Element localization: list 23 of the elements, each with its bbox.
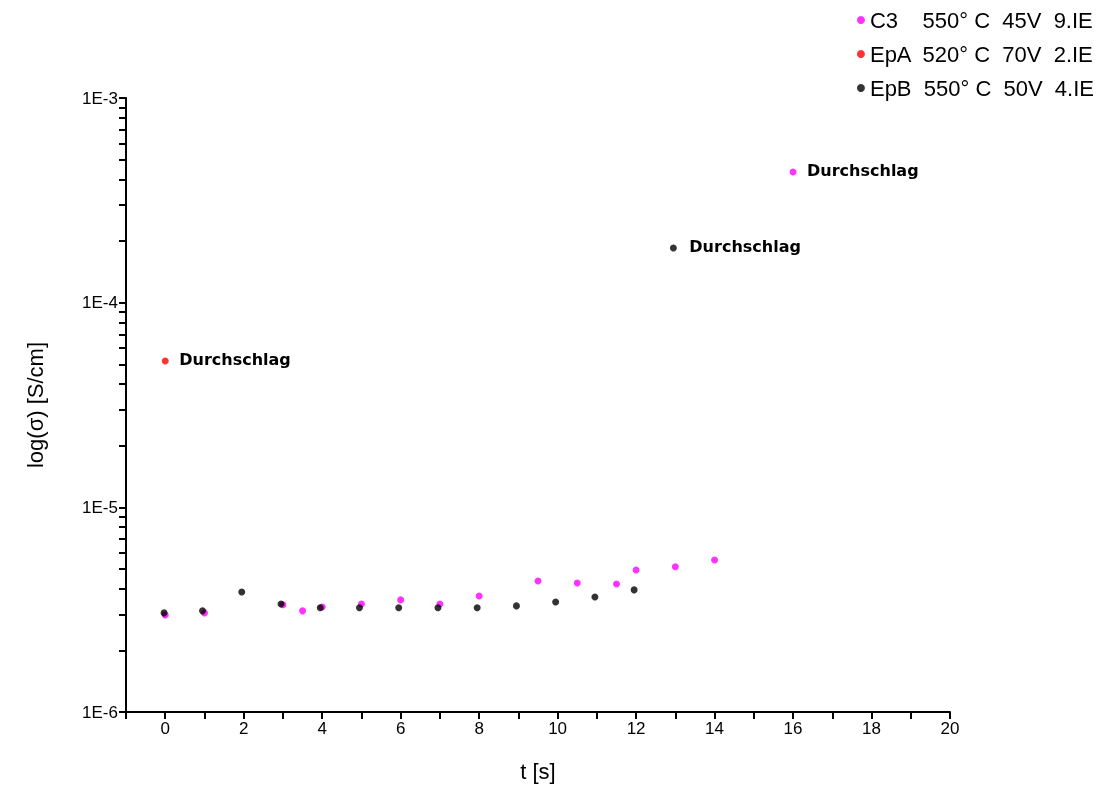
annotation: Durchschlag — [807, 161, 919, 181]
x-tick-label: 4 — [317, 719, 327, 738]
annotation: Durchschlag — [179, 350, 291, 370]
x-tick-label: 0 — [160, 719, 170, 738]
x-tick-label: 8 — [474, 719, 484, 738]
y-tick-label: 1E-5 — [82, 497, 118, 517]
y-tick-label: 1E-3 — [82, 88, 118, 108]
x-tick-label: 10 — [548, 719, 568, 738]
y-tick-label: 1E-4 — [82, 293, 118, 313]
legend-label: C3 550° C 45V 9.IE — [869, 7, 1093, 33]
x-tick-label: 18 — [862, 719, 881, 738]
x-tick-label: 20 — [940, 719, 960, 738]
x-tick-label: 16 — [783, 719, 803, 738]
x-tick-label: 6 — [395, 719, 406, 738]
x-axis-title: t [s] — [520, 758, 556, 784]
annotation: Durchschlag — [689, 237, 801, 257]
y-axis-title: log(σ) [S/cm] — [22, 341, 48, 469]
x-tick-label: 12 — [626, 719, 646, 738]
x-tick-label: 14 — [705, 719, 725, 738]
legend-label: EpB 550° C 50V 4.IE — [869, 75, 1095, 101]
y-tick-label: 1E-6 — [82, 702, 118, 722]
x-tick-label: 2 — [238, 719, 249, 738]
legend-label: EpA 520° C 70V 2.IE — [869, 41, 1093, 67]
